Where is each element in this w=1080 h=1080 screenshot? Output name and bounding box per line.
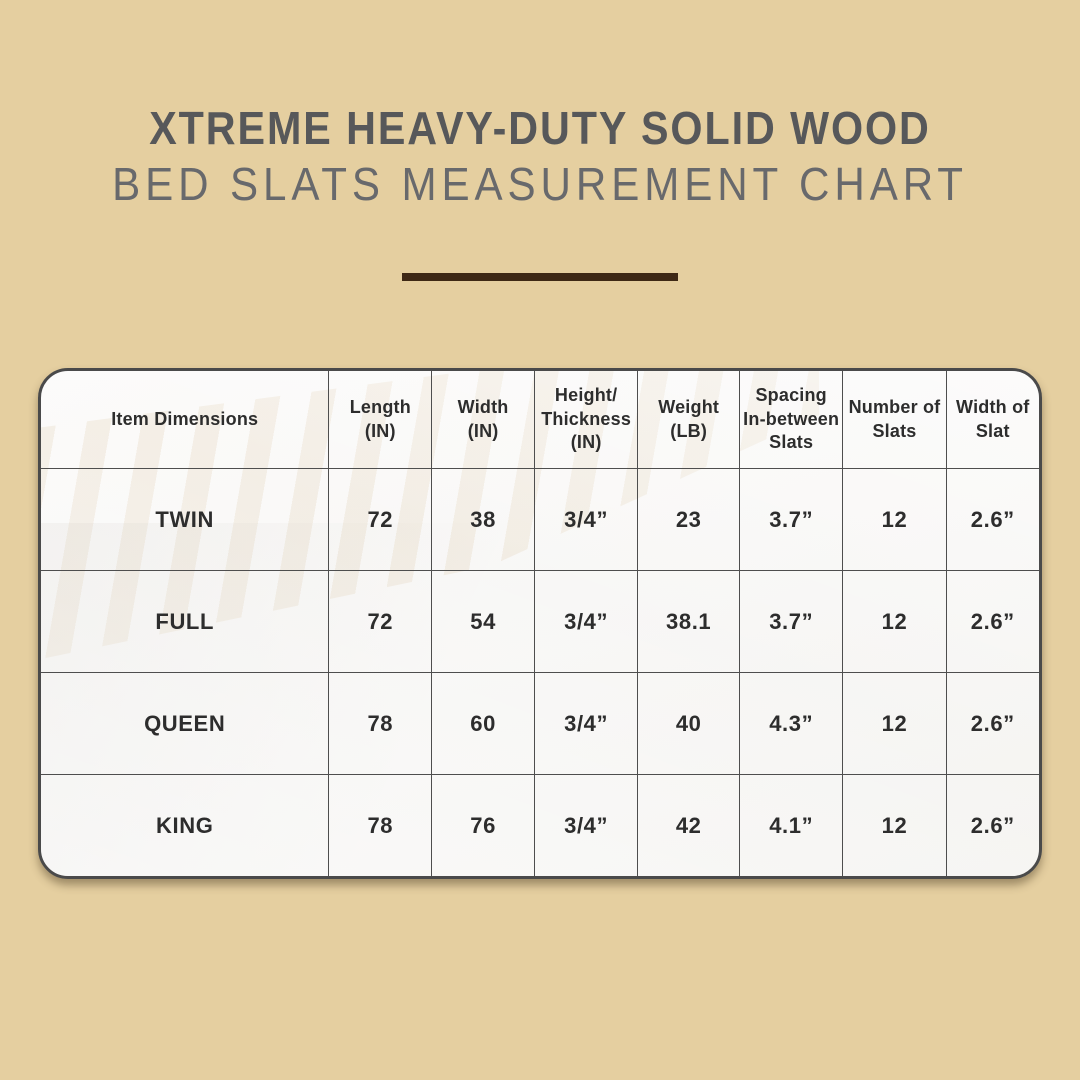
data-cell: 76 [431,775,534,876]
data-cell: 2.6” [945,469,1039,570]
title-block: XTREME HEAVY-DUTY SOLID WOOD BED SLATS M… [0,103,1080,282]
row-label: TWIN [155,506,215,532]
column-header: Width of Slat [945,371,1039,468]
data-cell: 2.6” [945,571,1039,672]
data-cell: 12 [842,775,945,876]
data-cell: 38 [431,469,534,570]
column-header: Height/ Thickness (IN) [533,371,637,468]
data-cell: 60 [431,673,534,774]
data-cell: 38.1 [637,571,739,672]
page-title-line1: XTREME HEAVY-DUTY SOLID WOOD [149,103,931,155]
data-cell: 2.6” [945,673,1039,774]
data-cell: 4.3” [739,673,842,774]
data-cell: 3/4” [533,469,637,570]
data-cell: 3/4” [533,673,637,774]
row-label: QUEEN [144,710,226,736]
measurement-table: Item Dimensions Length (IN) Width (IN) Heig… [38,368,1042,879]
column-header: Item Dimensions [111,408,259,429]
table-grid: Item Dimensions Length (IN) Width (IN) Heig… [41,371,1039,876]
column-header: Weight (LB) [637,371,739,468]
data-cell: 72 [328,469,431,570]
data-cell: 3/4” [533,571,637,672]
data-cell: 2.6” [945,775,1039,876]
data-cell: 3/4” [533,775,637,876]
data-cell: 42 [637,775,739,876]
table-row: QUEEN 78 60 3/4” 40 4.3” 12 2.6” [41,672,1039,774]
data-cell: 78 [328,673,431,774]
header-row: Item Dimensions Length (IN) Width (IN) Heig… [41,371,1039,468]
row-label: KING [156,812,214,838]
data-cell: 12 [842,571,945,672]
table-row: KING 78 76 3/4” 42 4.1” 12 2.6” [41,774,1039,876]
page-title-line2: BED SLATS MEASUREMENT CHART [112,158,968,211]
data-cell: 3.7” [739,469,842,570]
data-cell: 3.7” [739,571,842,672]
data-cell: 40 [637,673,739,774]
data-cell: 12 [842,469,945,570]
data-cell: 54 [431,571,534,672]
data-cell: 72 [328,571,431,672]
column-header: Width (IN) [431,371,534,468]
data-cell: 78 [328,775,431,876]
column-header: Length (IN) [328,371,431,468]
table-body: TWIN 72 38 3/4” 23 3.7” 12 2.6” FULL 72 54 3/4” 38.1… [41,468,1039,876]
data-cell: 23 [637,469,739,570]
data-cell: 4.1” [739,775,842,876]
column-header: Number of Slats [842,371,945,468]
table-row: FULL 72 54 3/4” 38.1 3.7” 12 2.6” [41,570,1039,672]
column-header: Spacing In-between Slats [739,371,842,468]
title-divider [402,273,678,282]
data-cell: 12 [842,673,945,774]
table-row: TWIN 72 38 3/4” 23 3.7” 12 2.6” [41,468,1039,570]
row-label: FULL [155,608,215,634]
